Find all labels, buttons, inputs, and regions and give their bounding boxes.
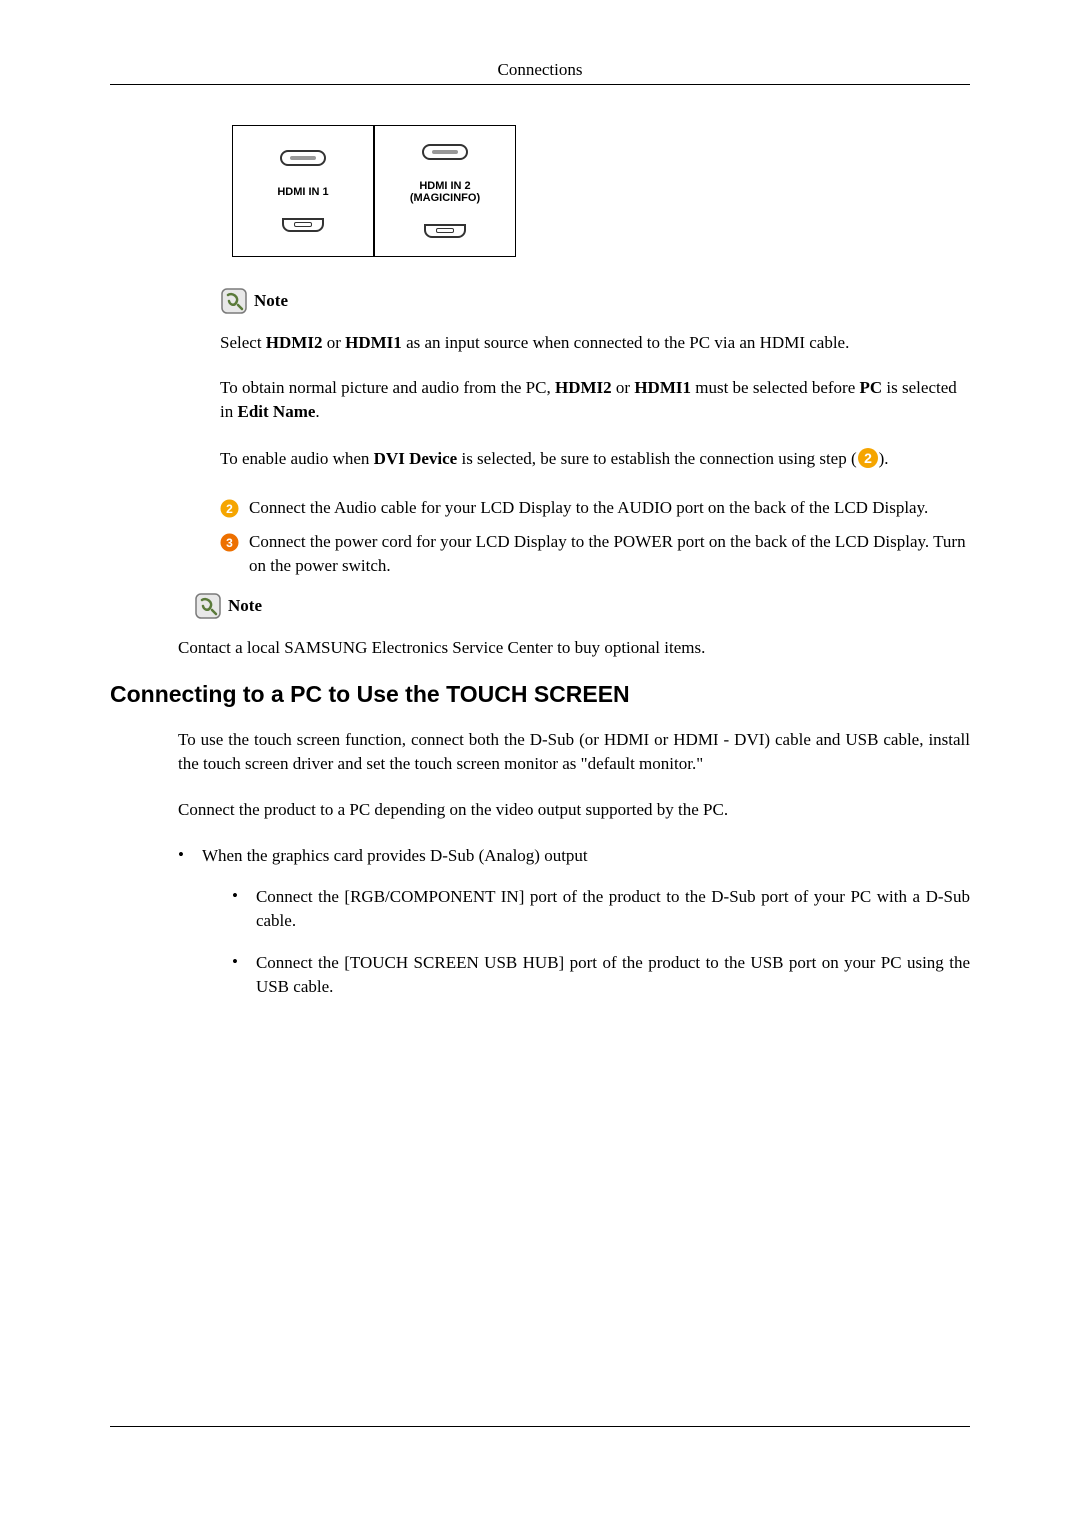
svg-text:2: 2 xyxy=(226,502,233,516)
bullet-l2-1: • Connect the [RGB/COMPONENT IN] port of… xyxy=(110,885,970,933)
bullet-l1-1: • When the graphics card provides D-Sub … xyxy=(110,844,970,868)
bullet-mark-icon: • xyxy=(232,951,238,999)
section-para2: Connect the product to a PC depending on… xyxy=(110,798,970,822)
note-label: Note xyxy=(254,291,288,311)
bullet-mark-icon: • xyxy=(178,844,184,868)
hdmi-panel-1: HDMI IN 1 xyxy=(233,126,373,256)
section-para1: To use the touch screen function, connec… xyxy=(110,728,970,776)
step-2-badge-icon: 2 xyxy=(220,499,239,518)
bullet-l2-1-text: Connect the [RGB/COMPONENT IN] port of t… xyxy=(256,885,970,933)
hdmi-label-1: HDMI IN 1 xyxy=(277,186,328,198)
hdmi-ports-figure: HDMI IN 1 HDMI IN 2 (MAGICINFO) xyxy=(232,125,970,257)
note1-para2: To obtain normal picture and audio from … xyxy=(220,376,970,425)
note1-para3: To enable audio when DVI Device is selec… xyxy=(220,445,970,472)
section-heading: Connecting to a PC to Use the TOUCH SCRE… xyxy=(110,681,970,708)
note1-para1: Select HDMI2 or HDMI1 as an input source… xyxy=(220,331,970,356)
hdmi-connector-icon xyxy=(422,144,468,160)
note-icon xyxy=(194,592,222,620)
bullet-l1-1-text: When the graphics card provides D-Sub (A… xyxy=(202,844,588,868)
note-heading-1: Note xyxy=(220,287,970,315)
svg-text:2: 2 xyxy=(864,450,872,466)
svg-text:3: 3 xyxy=(226,536,233,550)
page-header: Connections xyxy=(110,60,970,85)
hdmi-panel-2: HDMI IN 2 (MAGICINFO) xyxy=(375,126,515,256)
footer-rule xyxy=(110,1426,970,1427)
hdmi-port-icon xyxy=(282,218,324,232)
step-2-item: 2 Connect the Audio cable for your LCD D… xyxy=(220,496,970,520)
page-header-title: Connections xyxy=(498,60,583,79)
note-label: Note xyxy=(228,596,262,616)
bullet-mark-icon: • xyxy=(232,885,238,933)
note2-para1: Contact a local SAMSUNG Electronics Serv… xyxy=(110,636,970,660)
step-3-text: Connect the power cord for your LCD Disp… xyxy=(249,530,970,578)
hdmi-connector-icon xyxy=(280,150,326,166)
hdmi-port-icon xyxy=(424,224,466,238)
note-heading-2: Note xyxy=(110,592,970,620)
step-3-item: 3 Connect the power cord for your LCD Di… xyxy=(220,530,970,578)
bullet-l2-2: • Connect the [TOUCH SCREEN USB HUB] por… xyxy=(110,951,970,999)
hdmi-label-2: HDMI IN 2 (MAGICINFO) xyxy=(410,180,480,204)
step-2-badge-icon: 2 xyxy=(857,447,879,469)
step-2-text: Connect the Audio cable for your LCD Dis… xyxy=(249,496,928,520)
bullet-l2-2-text: Connect the [TOUCH SCREEN USB HUB] port … xyxy=(256,951,970,999)
note-icon xyxy=(220,287,248,315)
step-3-badge-icon: 3 xyxy=(220,533,239,552)
